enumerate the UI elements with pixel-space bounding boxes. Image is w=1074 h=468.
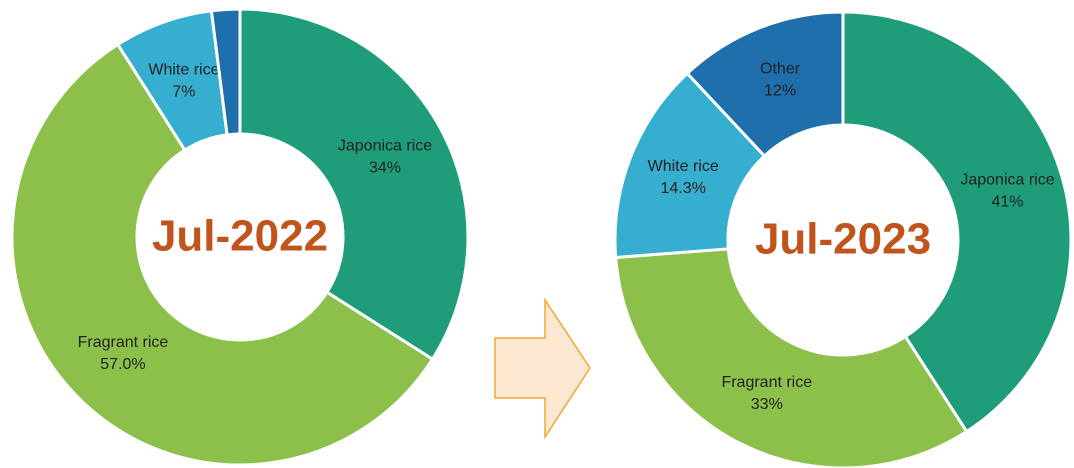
slice (10, 42, 435, 467)
value-label: 57.0% (100, 356, 145, 373)
chart-title: Jul-2023 (755, 215, 931, 264)
chart-title: Jul-2022 (152, 212, 328, 261)
slice-label: Fragrant rice (721, 374, 812, 391)
slice (841, 10, 1073, 434)
slice (613, 71, 767, 260)
slice (614, 247, 969, 468)
value-label: 7% (172, 84, 195, 101)
slice-label: Fragrant rice (78, 334, 169, 351)
value-label: 41% (991, 194, 1023, 211)
value-label: 33% (751, 396, 783, 413)
arrow (494, 297, 591, 440)
slice (238, 7, 470, 362)
value-label: 34% (369, 159, 401, 176)
slice-label: Japonica rice (960, 172, 1054, 189)
value-label: 14.3% (660, 180, 705, 197)
value-label: 12% (764, 83, 796, 100)
slice (209, 7, 242, 137)
slice-label: White rice (148, 62, 219, 79)
slice-label: Japonica rice (338, 137, 432, 154)
slice-label: White rice (648, 158, 719, 175)
slice (685, 10, 845, 159)
slice-label: Other (760, 61, 801, 78)
